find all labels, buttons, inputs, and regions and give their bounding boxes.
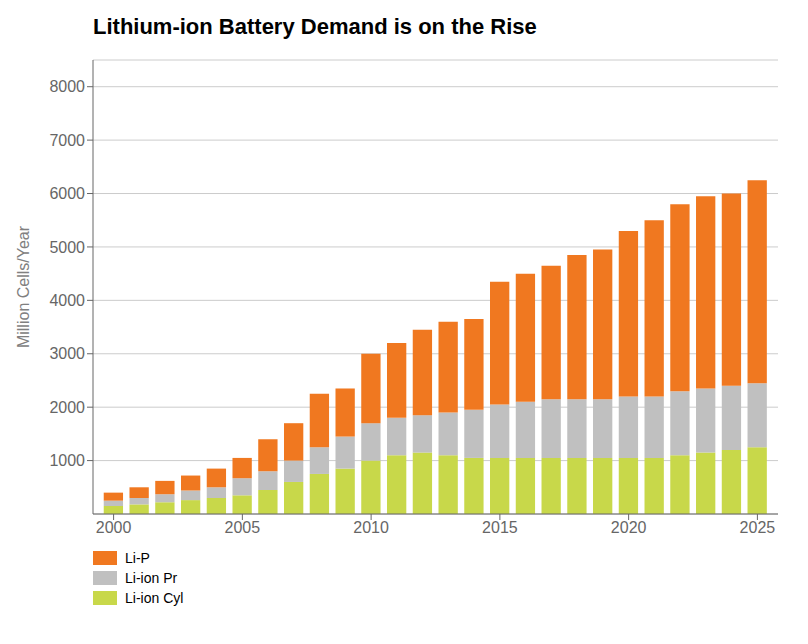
svg-text:2000: 2000 bbox=[49, 399, 85, 416]
svg-text:6000: 6000 bbox=[49, 185, 85, 202]
svg-text:5000: 5000 bbox=[49, 239, 85, 256]
svg-text:7000: 7000 bbox=[49, 132, 85, 149]
svg-text:2020: 2020 bbox=[611, 519, 647, 536]
svg-text:2010: 2010 bbox=[353, 519, 389, 536]
html-text:Li-ion Cyl: Li-ion Cyl bbox=[125, 590, 184, 606]
svg-text:1000: 1000 bbox=[49, 452, 85, 469]
svg-text:2000: 2000 bbox=[96, 519, 132, 536]
svg-text:4000: 4000 bbox=[49, 292, 85, 309]
svg-text:2025: 2025 bbox=[740, 519, 776, 536]
html-text:Li-P: Li-P bbox=[125, 550, 150, 566]
svg-text:Million Cells/Year: Million Cells/Year bbox=[15, 225, 32, 348]
svg-text:2005: 2005 bbox=[225, 519, 261, 536]
svg-text:8000: 8000 bbox=[49, 78, 85, 95]
svg-text:3000: 3000 bbox=[49, 345, 85, 362]
svg-text:2015: 2015 bbox=[482, 519, 518, 536]
html-text:Lithium-ion Battery Demand is: Lithium-ion Battery Demand is on the Ris… bbox=[93, 14, 537, 39]
html-text:Li-ion Pr: Li-ion Pr bbox=[125, 570, 178, 586]
